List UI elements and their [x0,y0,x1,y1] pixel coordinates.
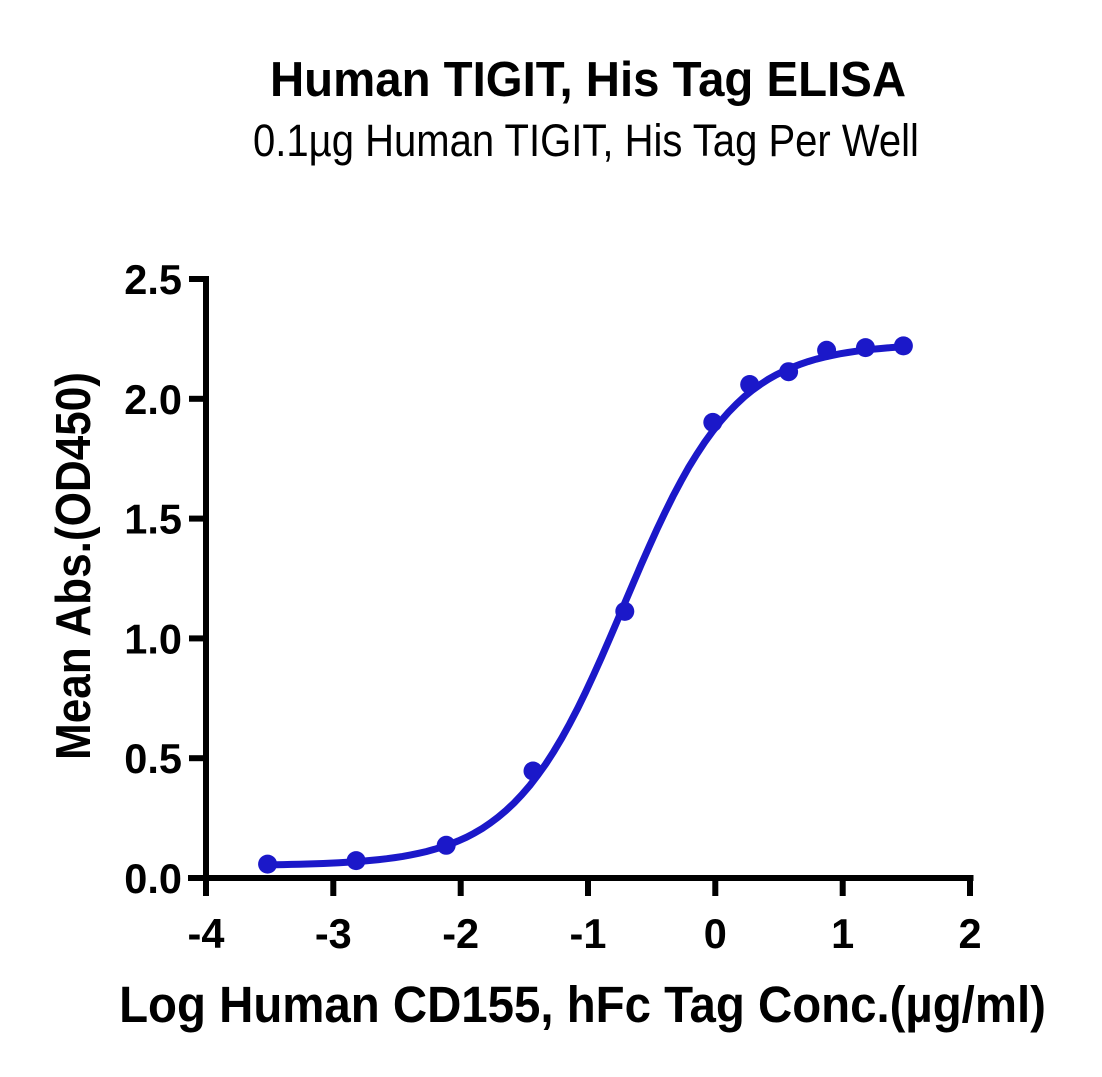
svg-text:1.5: 1.5 [124,496,182,543]
svg-text:0.5: 0.5 [124,735,182,782]
svg-text:0.0: 0.0 [124,855,182,902]
svg-text:1.0: 1.0 [124,615,182,662]
svg-text:2.5: 2.5 [124,256,182,303]
svg-text:-4: -4 [188,910,225,957]
svg-text:2.0: 2.0 [124,376,182,423]
svg-text:0.1µg Human TIGIT, His Tag Per: 0.1µg Human TIGIT, His Tag Per Well [253,116,919,167]
svg-text:Log Human CD155, hFc Tag Conc.: Log Human CD155, hFc Tag Conc.(µg/ml) [119,976,1046,1033]
svg-text:0: 0 [704,910,727,957]
svg-text:-3: -3 [315,910,352,957]
svg-text:-2: -2 [442,910,479,957]
svg-text:Mean Abs.(OD450): Mean Abs.(OD450) [46,372,101,760]
svg-text:-1: -1 [570,910,607,957]
svg-text:1: 1 [831,910,854,957]
svg-text:Human TIGIT, His Tag ELISA: Human TIGIT, His Tag ELISA [270,52,906,107]
svg-text:2: 2 [958,910,981,957]
